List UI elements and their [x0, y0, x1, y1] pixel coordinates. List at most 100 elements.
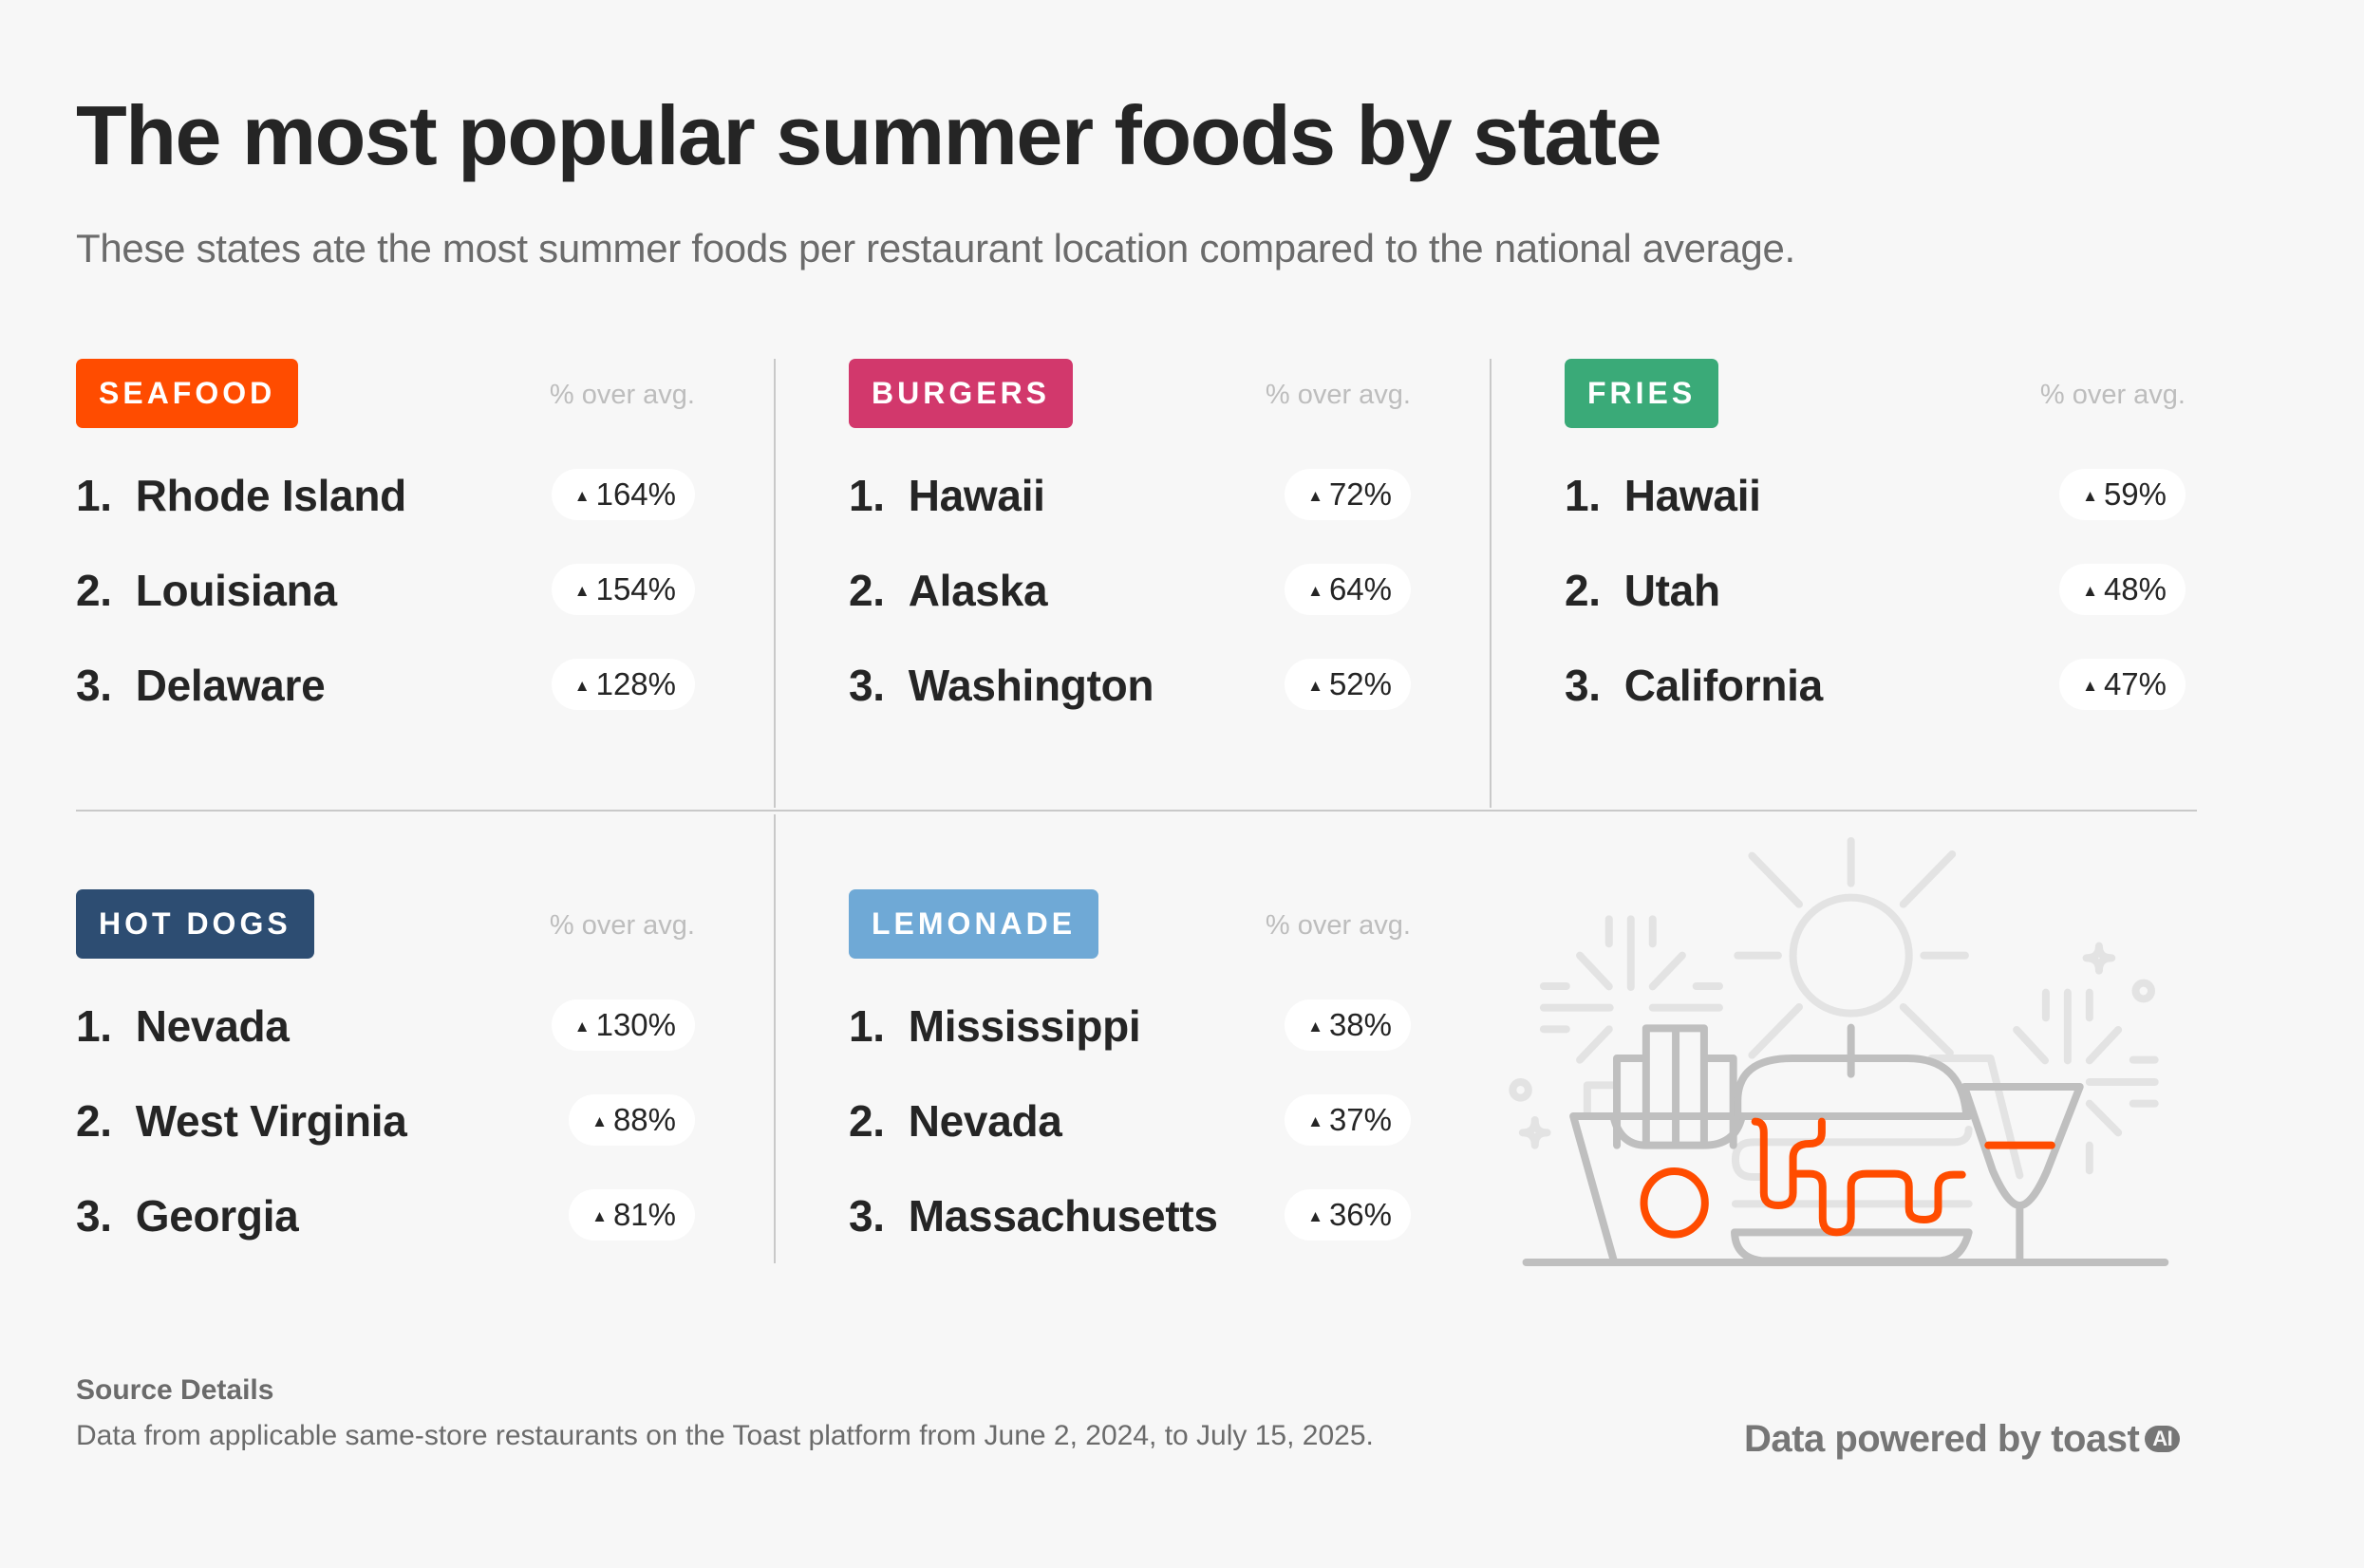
category-seafood: SEAFOOD % over avg. 1. Rhode Island ▲ 164%…	[76, 359, 695, 795]
value-text: 128%	[595, 666, 676, 701]
category-lemonade: LEMONADE% over avg. 1. Mississippi ▲ 38% …	[849, 889, 1411, 1326]
value-text: 72%	[1328, 476, 1392, 512]
state-label: California	[1623, 661, 1823, 710]
up-arrow-icon: ▲	[573, 487, 591, 505]
state-label: Delaware	[135, 661, 326, 710]
state-row: 2. Louisiana ▲ 154%	[76, 562, 695, 619]
state-row: 3. California ▲ 47%	[1565, 657, 2186, 714]
state-row: 1. Hawaii ▲ 59%	[1565, 467, 2186, 524]
rank: 2.	[76, 566, 112, 615]
value-text: 36%	[1328, 1197, 1392, 1232]
value-pill: ▲ 88%	[569, 1094, 695, 1146]
sun-icon	[1737, 841, 1965, 1055]
value-pill: ▲ 38%	[1285, 999, 1411, 1051]
glass-icon	[1964, 1087, 2080, 1260]
value-text: 88%	[612, 1102, 676, 1137]
category-badge: SEAFOOD	[76, 359, 299, 428]
state-row: 2. West Virginia ▲ 88%	[76, 1092, 695, 1149]
state-row: 3. Massachusetts ▲ 36%	[849, 1187, 1411, 1244]
value-pill: ▲ 36%	[1285, 1189, 1411, 1241]
state-label: Washington	[908, 661, 1154, 710]
value-pill: ▲ 52%	[1285, 659, 1411, 710]
rank: 1.	[849, 471, 885, 520]
up-arrow-icon: ▲	[2082, 487, 2098, 505]
summer-food-illustration	[1500, 816, 2184, 1291]
state-name: 2. Nevada	[849, 1092, 1062, 1149]
category-fries: FRIES % over avg. 1. Hawaii ▲ 59% 2. Utah …	[1565, 359, 2186, 795]
rank: 1.	[76, 471, 112, 520]
state-row: 1. Nevada ▲ 130%	[76, 998, 695, 1055]
toast-logo: Data powered by toast AI	[1744, 1418, 2181, 1461]
state-row: 2. Nevada ▲ 37%	[849, 1092, 1411, 1149]
divider	[774, 359, 776, 808]
rank: 2.	[849, 566, 885, 615]
category-badge: BURGERS	[849, 359, 1074, 428]
divider	[774, 814, 776, 1263]
fries-icon	[1573, 1028, 1968, 1259]
state-label: Alaska	[908, 566, 1048, 615]
value-pill: ▲ 64%	[1285, 564, 1411, 615]
page-subtitle: These states ate the most summer foods p…	[76, 226, 1795, 271]
up-arrow-icon: ▲	[591, 1207, 608, 1225]
value-pill: ▲ 48%	[2059, 564, 2186, 615]
state-name: 3. Massachusetts	[849, 1187, 1218, 1244]
up-arrow-icon: ▲	[1307, 1017, 1323, 1036]
rank: 3.	[849, 1191, 885, 1241]
up-arrow-icon: ▲	[1307, 582, 1323, 600]
rank: 1.	[76, 1001, 112, 1051]
state-label: Rhode Island	[135, 471, 407, 520]
column-header: % over avg.	[549, 910, 695, 941]
state-row: 2. Utah ▲ 48%	[1565, 562, 2186, 619]
column-header: % over avg.	[1265, 910, 1411, 941]
rank: 2.	[76, 1096, 112, 1146]
up-arrow-icon: ▲	[2082, 677, 2098, 695]
state-row: 1. Rhode Island ▲ 164%	[76, 467, 695, 524]
state-name: 1. Mississippi	[849, 998, 1141, 1055]
value-pill: ▲ 164%	[551, 469, 695, 520]
rank: 3.	[76, 661, 112, 710]
rank: 1.	[849, 1001, 885, 1051]
rank: 3.	[1565, 661, 1601, 710]
value-pill: ▲ 128%	[551, 659, 695, 710]
up-arrow-icon: ▲	[573, 1017, 591, 1036]
state-label: Georgia	[135, 1191, 299, 1241]
up-arrow-icon: ▲	[1307, 677, 1323, 695]
value-pill: ▲ 37%	[1285, 1094, 1411, 1146]
value-text: 130%	[595, 1007, 676, 1042]
value-text: 38%	[1328, 1007, 1392, 1042]
up-arrow-icon: ▲	[2082, 582, 2098, 600]
up-arrow-icon: ▲	[1307, 487, 1323, 505]
sparkle-icon	[2017, 993, 2155, 1171]
category-badge: FRIES	[1565, 359, 1719, 428]
state-label: Mississippi	[908, 1001, 1141, 1051]
value-text: 48%	[2103, 571, 2167, 607]
state-name: 2. Alaska	[849, 562, 1048, 619]
state-label: Hawaii	[1623, 471, 1761, 520]
state-name: 1. Rhode Island	[76, 467, 406, 524]
state-name: 1. Hawaii	[1565, 467, 1761, 524]
value-pill: ▲ 72%	[1285, 469, 1411, 520]
state-label: West Virginia	[135, 1096, 407, 1146]
category-burgers: BURGERS % over avg. 1. Hawaii ▲ 72% 2. Ala…	[849, 359, 1411, 795]
column-header: % over avg.	[549, 380, 695, 410]
state-name: 3. Georgia	[76, 1187, 299, 1244]
ai-badge: AI	[2145, 1426, 2181, 1452]
rank: 2.	[1565, 566, 1601, 615]
source-text: Data from applicable same-store restaura…	[76, 1420, 1374, 1451]
logo-text: Data powered by toast	[1744, 1418, 2140, 1460]
category-hot-dogs: HOT DOGS% over avg. 1. Nevada ▲ 130% 2. W…	[76, 889, 695, 1326]
state-label: Utah	[1623, 566, 1720, 615]
state-label: Massachusetts	[908, 1191, 1218, 1241]
state-name: 2. Utah	[1565, 562, 1720, 619]
value-pill: ▲ 130%	[551, 999, 695, 1051]
value-text: 47%	[2103, 666, 2167, 701]
rank: 2.	[849, 1096, 885, 1146]
column-header: % over avg.	[1265, 380, 1411, 410]
value-pill: ▲ 81%	[569, 1189, 695, 1241]
up-arrow-icon: ▲	[573, 582, 591, 600]
value-text: 37%	[1328, 1102, 1392, 1137]
state-row: 3. Delaware ▲ 128%	[76, 657, 695, 714]
value-pill: ▲ 154%	[551, 564, 695, 615]
value-text: 81%	[612, 1197, 676, 1232]
rank: 3.	[849, 661, 885, 710]
